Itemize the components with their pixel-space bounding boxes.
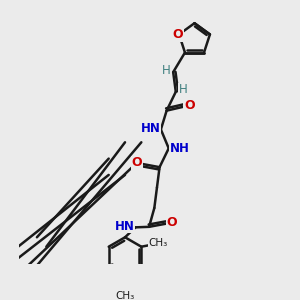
Text: H: H [179,83,188,96]
Text: H: H [161,64,170,76]
Text: HN: HN [115,220,134,232]
Text: HN: HN [141,122,161,135]
Text: CH₃: CH₃ [116,291,135,300]
Text: O: O [131,156,142,169]
Text: O: O [167,216,177,229]
Text: O: O [172,28,183,41]
Text: CH₃: CH₃ [148,238,168,248]
Text: O: O [184,99,195,112]
Text: NH: NH [170,142,190,155]
